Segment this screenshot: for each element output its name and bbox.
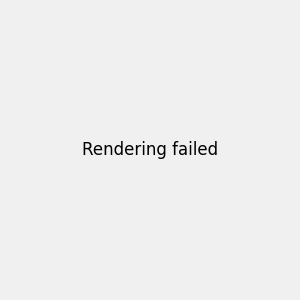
Text: Rendering failed: Rendering failed: [82, 141, 218, 159]
